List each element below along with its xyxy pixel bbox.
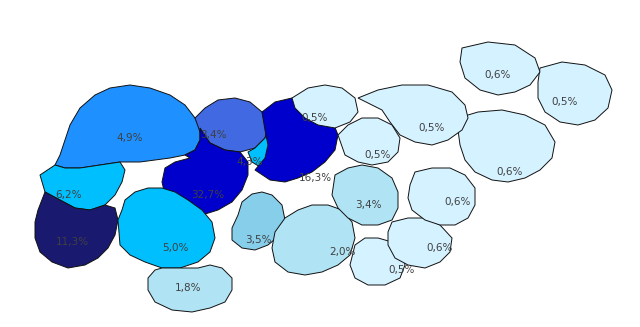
Polygon shape	[460, 42, 540, 95]
Polygon shape	[458, 110, 555, 182]
Text: 0,5%: 0,5%	[389, 265, 415, 275]
Polygon shape	[35, 192, 118, 268]
Text: 0,5%: 0,5%	[552, 97, 578, 107]
Polygon shape	[272, 205, 355, 275]
Polygon shape	[195, 98, 268, 152]
Text: 0,5%: 0,5%	[302, 113, 328, 123]
Text: 0,6%: 0,6%	[427, 243, 453, 253]
Text: 3,4%: 3,4%	[200, 130, 227, 140]
Polygon shape	[292, 85, 358, 128]
Text: 16,3%: 16,3%	[298, 173, 332, 183]
Text: 3,4%: 3,4%	[355, 200, 381, 210]
Polygon shape	[118, 188, 215, 268]
Text: 4,9%: 4,9%	[116, 133, 143, 143]
Polygon shape	[350, 238, 405, 285]
Polygon shape	[408, 168, 475, 225]
Polygon shape	[332, 165, 398, 225]
Text: 32,7%: 32,7%	[191, 190, 225, 200]
Polygon shape	[338, 118, 400, 165]
Polygon shape	[248, 125, 308, 172]
Polygon shape	[232, 192, 285, 250]
Text: 0,6%: 0,6%	[485, 70, 511, 80]
Polygon shape	[55, 85, 200, 168]
Text: 2,0%: 2,0%	[329, 247, 355, 257]
Text: 5,0%: 5,0%	[162, 243, 188, 253]
Text: 11,3%: 11,3%	[56, 237, 88, 247]
Polygon shape	[388, 218, 452, 268]
Polygon shape	[162, 128, 248, 215]
Polygon shape	[148, 265, 232, 312]
Polygon shape	[40, 162, 125, 210]
Text: 0,6%: 0,6%	[445, 197, 471, 207]
Text: 0,5%: 0,5%	[419, 123, 445, 133]
Text: 4,3%: 4,3%	[237, 157, 263, 167]
Text: 0,5%: 0,5%	[365, 150, 391, 160]
Text: 1,8%: 1,8%	[175, 283, 201, 293]
Polygon shape	[358, 85, 468, 145]
Text: 6,2%: 6,2%	[55, 190, 81, 200]
Polygon shape	[538, 62, 612, 125]
Polygon shape	[255, 98, 338, 182]
Text: 3,5%: 3,5%	[244, 235, 271, 245]
Text: 0,6%: 0,6%	[497, 167, 523, 177]
